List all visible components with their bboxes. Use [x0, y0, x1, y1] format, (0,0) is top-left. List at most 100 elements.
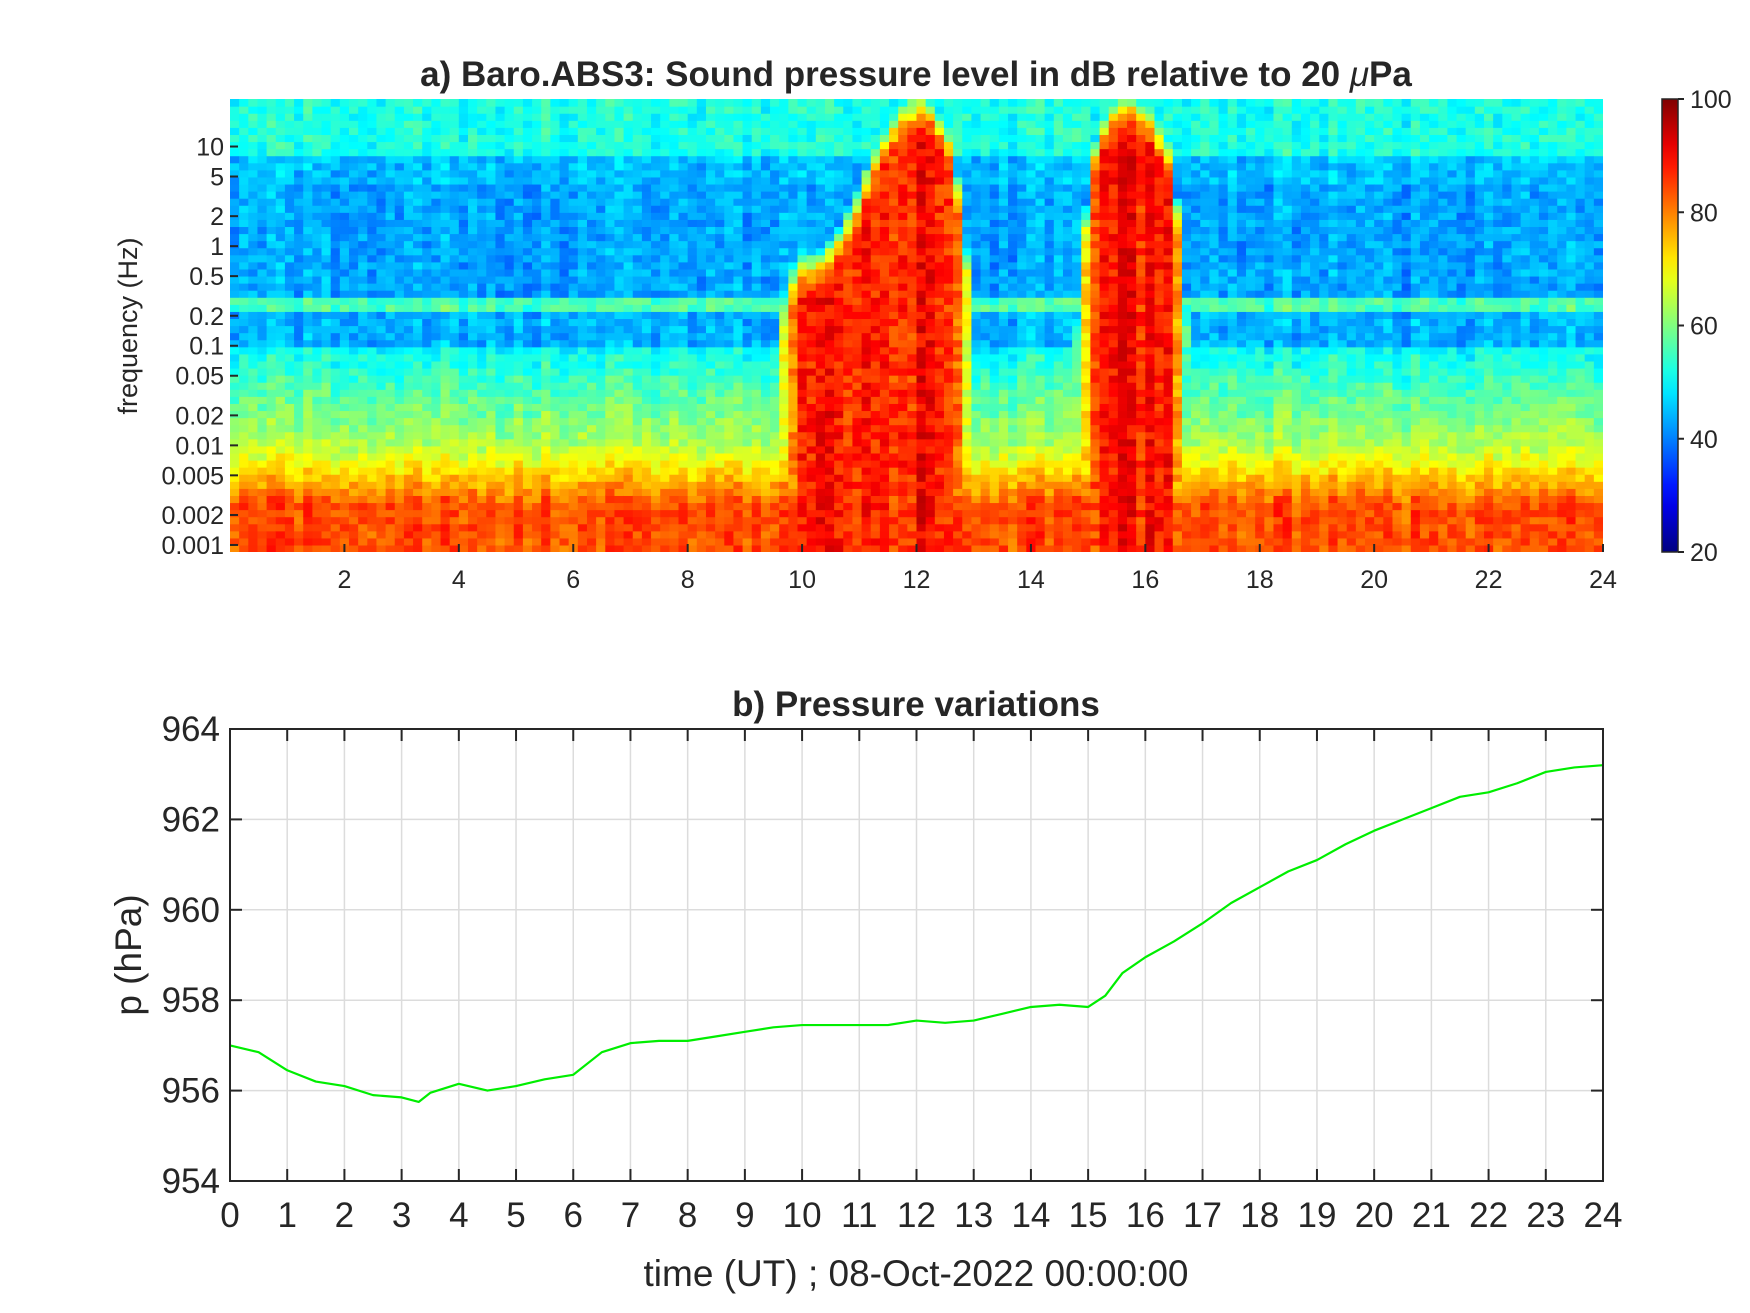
heatmap-cell	[678, 474, 689, 482]
heatmap-cell	[651, 353, 661, 362]
heatmap-cell	[550, 339, 561, 348]
heatmap-cell	[284, 205, 295, 213]
heatmap-cell	[230, 275, 240, 284]
heatmap-cell	[257, 183, 268, 192]
heatmap-cell	[486, 417, 497, 426]
heatmap-cell	[467, 459, 478, 468]
heatmap-cell	[824, 339, 835, 348]
heatmap-cell	[248, 247, 259, 256]
heatmap-cell	[605, 459, 616, 468]
heatmap-cell	[669, 403, 680, 412]
heatmap-cell	[678, 375, 689, 383]
heatmap-cell	[431, 431, 442, 440]
heatmap-cell	[239, 530, 249, 539]
heatmap-cell	[889, 389, 899, 397]
heatmap-cell	[284, 523, 295, 532]
heatmap-cell	[815, 467, 826, 475]
heatmap-cell	[458, 290, 469, 298]
heatmap-cell	[513, 226, 524, 235]
heatmap-cell	[348, 509, 359, 518]
heatmap-cell	[834, 148, 844, 157]
heatmap-cell	[669, 127, 680, 135]
heatmap-cell	[385, 445, 396, 454]
heatmap-cell	[751, 247, 762, 256]
heatmap-cell	[824, 488, 835, 496]
heatmap-cell	[614, 169, 625, 178]
heatmap-cell	[257, 275, 268, 284]
heatmap-cell	[303, 183, 313, 192]
heatmap-cell	[248, 169, 259, 178]
heatmap-cell	[559, 516, 570, 525]
heatmap-cell	[504, 141, 515, 150]
heatmap-cell	[330, 481, 341, 489]
heatmap-cell	[257, 141, 268, 150]
heatmap-cell	[239, 233, 249, 242]
heatmap-cell	[898, 516, 908, 525]
heatmap-cell	[843, 537, 854, 546]
heatmap-cell	[449, 332, 460, 341]
heatmap-cell	[852, 438, 863, 447]
heatmap-cell	[522, 290, 533, 298]
heatmap-cell	[797, 424, 808, 433]
heatmap-cell	[907, 240, 918, 249]
heatmap-cell	[403, 106, 414, 114]
heatmap-cell	[513, 318, 524, 327]
heatmap-cell	[413, 226, 423, 235]
heatmap-cell	[879, 339, 890, 348]
heatmap-cell	[312, 183, 323, 192]
heatmap-cell	[532, 417, 542, 426]
heatmap-cell	[669, 375, 680, 383]
heatmap-cell	[513, 268, 524, 277]
heatmap-cell	[760, 516, 771, 525]
heatmap-cell	[294, 318, 304, 327]
heatmap-cell	[605, 268, 616, 277]
heatmap-cell	[861, 424, 872, 433]
heatmap-cell	[330, 431, 341, 440]
heatmap-cell	[843, 205, 854, 213]
heatmap-cell	[312, 233, 323, 242]
heatmap-cell	[797, 268, 808, 277]
heatmap-cell	[486, 99, 497, 107]
heatmap-cell	[742, 240, 753, 249]
heatmap-cell	[330, 275, 341, 284]
heatmap-cell	[660, 268, 670, 277]
heatmap-cell	[797, 367, 808, 376]
heatmap-cell	[385, 516, 396, 525]
heatmap-cell	[339, 297, 350, 305]
heatmap-cell	[495, 445, 506, 454]
heatmap-cell	[486, 141, 497, 150]
heatmap-cell	[605, 417, 616, 426]
heatmap-cell	[751, 183, 762, 192]
heatmap-cell	[870, 233, 881, 242]
heatmap-cell	[660, 261, 670, 270]
heatmap-cell	[321, 318, 332, 327]
heatmap-cell	[641, 275, 652, 284]
heatmap-cell	[889, 176, 899, 185]
heatmap-cell	[550, 530, 561, 539]
heatmap-cell	[358, 474, 368, 482]
heatmap-cell	[852, 375, 863, 383]
heatmap-cell	[477, 261, 487, 270]
heatmap-cell	[651, 389, 661, 397]
heatmap-cell	[861, 247, 872, 256]
heatmap-cell	[596, 99, 606, 107]
heatmap-cell	[870, 332, 881, 341]
heatmap-cell	[788, 240, 799, 249]
heatmap-cell	[266, 141, 277, 150]
heatmap-cell	[550, 191, 561, 199]
heatmap-cell	[422, 233, 432, 242]
heatmap-cell	[577, 516, 588, 525]
heatmap-cell	[440, 304, 451, 312]
heatmap-cell	[934, 417, 945, 426]
heatmap-cell	[449, 99, 460, 107]
heatmap-cell	[385, 438, 396, 447]
heatmap-cell	[724, 452, 735, 461]
heatmap-cell	[431, 452, 442, 461]
heatmap-cell	[284, 325, 295, 334]
heatmap-cell	[632, 523, 643, 532]
heatmap-cell	[925, 467, 936, 475]
heatmap-cell	[394, 148, 405, 157]
heatmap-cell	[742, 318, 753, 327]
heatmap-cell	[724, 530, 735, 539]
heatmap-cell	[696, 134, 707, 143]
